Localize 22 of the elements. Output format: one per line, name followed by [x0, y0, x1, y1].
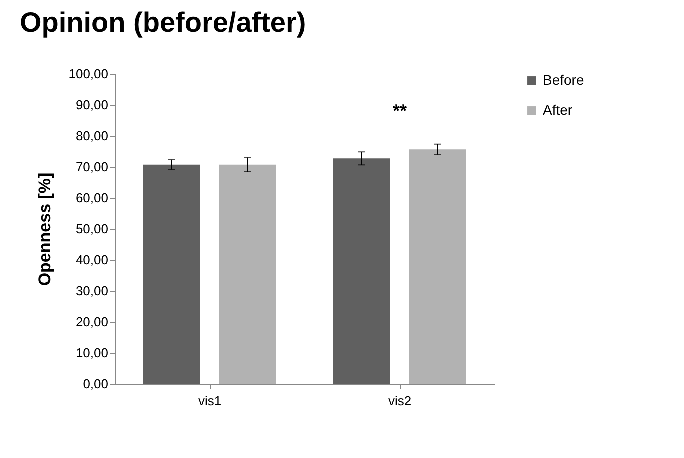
- y-tick-label: 80,00: [76, 128, 108, 144]
- y-tick-label: 60,00: [76, 190, 108, 206]
- bar: [410, 150, 466, 384]
- bar: [220, 164, 276, 384]
- bar: [144, 164, 200, 384]
- legend-label: After: [543, 102, 573, 118]
- y-tick-label: 20,00: [76, 314, 108, 330]
- bar: [334, 158, 390, 384]
- annotation: **: [392, 101, 408, 121]
- y-tick-label: 90,00: [76, 98, 108, 112]
- y-tick-label: 70,00: [76, 160, 108, 174]
- y-tick-label: 100,00: [68, 66, 108, 82]
- y-tick-label: 40,00: [76, 252, 108, 268]
- y-tick-label: 30,00: [76, 284, 108, 298]
- y-tick-label: 10,00: [76, 346, 108, 360]
- y-tick-label: 50,00: [76, 222, 108, 236]
- x-tick-label: vis2: [388, 394, 412, 408]
- chart-title: Opinion (before/after): [20, 7, 306, 38]
- y-axis-title: Openness [%]: [36, 172, 55, 286]
- y-tick-label: 0,00: [83, 376, 108, 392]
- x-tick-label: vis1: [198, 394, 222, 408]
- legend-label: Before: [543, 72, 584, 88]
